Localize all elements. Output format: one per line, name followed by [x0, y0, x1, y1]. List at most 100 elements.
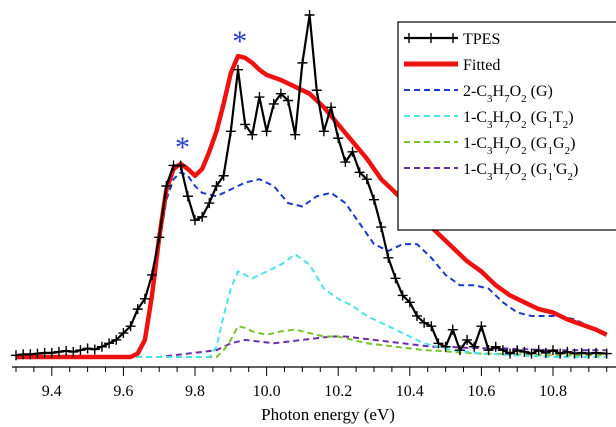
tpes-point: [562, 346, 573, 357]
series-line-5: [16, 335, 607, 358]
legend-label-4: 1-C3H7O2 (G1G2): [463, 135, 575, 157]
tpes-point: [175, 160, 186, 171]
tpes-point: [182, 191, 193, 202]
tpes-point: [533, 345, 544, 356]
legend-box: [397, 21, 616, 231]
tpes-point: [211, 181, 222, 191]
tpes-point: [190, 215, 200, 226]
tpes-point: [361, 174, 372, 185]
legend-label-0: TPES: [463, 31, 500, 48]
tpes-point: [454, 345, 465, 356]
series-layer: [11, 10, 612, 361]
x-tick-label: 9.6: [113, 383, 133, 400]
tpes-point: [447, 324, 458, 335]
tpes-point: [390, 273, 401, 284]
tpes-point: [490, 341, 501, 352]
legend-label-5: 1-C3H7O2 (G1'G2): [463, 161, 578, 183]
tpes-point: [469, 341, 480, 352]
x-axis-label: Photon energy (eV): [261, 405, 395, 424]
tpes-point: [132, 304, 143, 315]
x-tick-label: 10.2: [324, 383, 352, 400]
legend-marker: [448, 33, 458, 43]
x-tick-label: 10.8: [539, 383, 567, 400]
tpes-point: [225, 126, 236, 137]
series-line-4: [16, 325, 607, 358]
x-tick-label: 10.4: [396, 383, 424, 400]
tpes-point: [204, 198, 215, 209]
tpes-point: [11, 350, 21, 361]
tpes-point: [483, 345, 494, 356]
tpes-point: [304, 10, 315, 20]
x-tick-label: 10.6: [467, 383, 495, 400]
tpes-point: [601, 348, 612, 359]
tpes-point: [82, 343, 93, 354]
tpes-point: [548, 345, 558, 356]
tpes-point: [555, 348, 566, 359]
tpes-point: [512, 345, 523, 356]
tpes-point: [232, 64, 243, 75]
tpes-point: [383, 252, 394, 263]
tpes-point: [111, 334, 122, 345]
legend-marker: [404, 33, 414, 43]
series-line-1: [16, 53, 608, 360]
tpes-point: [118, 328, 129, 339]
tpes-point: [333, 133, 344, 144]
tpes-point: [311, 85, 322, 96]
tpes-point: [476, 321, 487, 332]
tpes-point: [147, 269, 158, 280]
x-tick-label: 9.4: [42, 383, 62, 400]
tpes-point: [297, 57, 308, 68]
tpes-point: [46, 347, 57, 358]
tpes-point: [419, 317, 430, 328]
tpes-point: [497, 345, 508, 356]
tpes-point: [318, 126, 329, 137]
tpes-point: [376, 222, 387, 233]
tpes-point: [247, 129, 258, 140]
tpes-point: [61, 345, 72, 356]
tpes-point: [340, 157, 351, 168]
tpes-point: [540, 347, 551, 358]
tpes-point: [268, 98, 279, 109]
tpes-point: [397, 290, 408, 301]
tpes-point: [261, 126, 272, 137]
tpes-point: [275, 88, 286, 99]
tpes-point: [283, 95, 294, 106]
legend-label-3: 1-C3H7O2 (G1T2): [463, 109, 574, 131]
tpes-point: [354, 167, 365, 178]
x-tick-label: 9.8: [185, 383, 205, 400]
legend: TPES Fitted 2-C3H7O2 (G) 1-C3H7O2 (G1T2) 1-C…: [397, 21, 616, 231]
tpes-point: [590, 347, 601, 358]
tpes-point: [404, 297, 415, 308]
tpes-point: [96, 341, 107, 352]
tpes-point: [369, 194, 379, 205]
series-line-2: [16, 171, 608, 358]
tpes-point: [290, 129, 301, 140]
tpes-point: [526, 348, 537, 359]
tpes-point: [240, 119, 251, 130]
tpes-point: [254, 92, 265, 103]
tpes-point: [326, 102, 337, 113]
tpes-point: [197, 211, 208, 222]
legend-label-1: Fitted: [463, 57, 500, 74]
tpes-point: [89, 344, 100, 355]
tpes-point: [519, 346, 530, 357]
tpes-point: [218, 170, 229, 181]
tpes-point: [347, 146, 358, 157]
tpes-point: [154, 232, 165, 243]
annotations: **: [175, 25, 247, 164]
x-tick-label: 10.0: [253, 383, 281, 400]
legend-label-2: 2-C3H7O2 (G): [463, 83, 553, 105]
legend-marker: [426, 33, 436, 43]
tpes-point: [104, 338, 115, 349]
x-axis-ticks: 9.4 9.6 9.8 10.0 10.2 10.4 10.6 10.8: [15, 367, 608, 400]
tpes-point: [440, 341, 451, 352]
tpes-point: [426, 321, 437, 332]
tpes-point: [505, 348, 516, 359]
tpes-point: [161, 181, 172, 191]
tpes-point: [139, 293, 150, 304]
tpes-point: [53, 346, 64, 357]
tpes-point: [68, 346, 79, 357]
tpes-point: [462, 334, 473, 345]
tpes-point: [75, 345, 86, 356]
